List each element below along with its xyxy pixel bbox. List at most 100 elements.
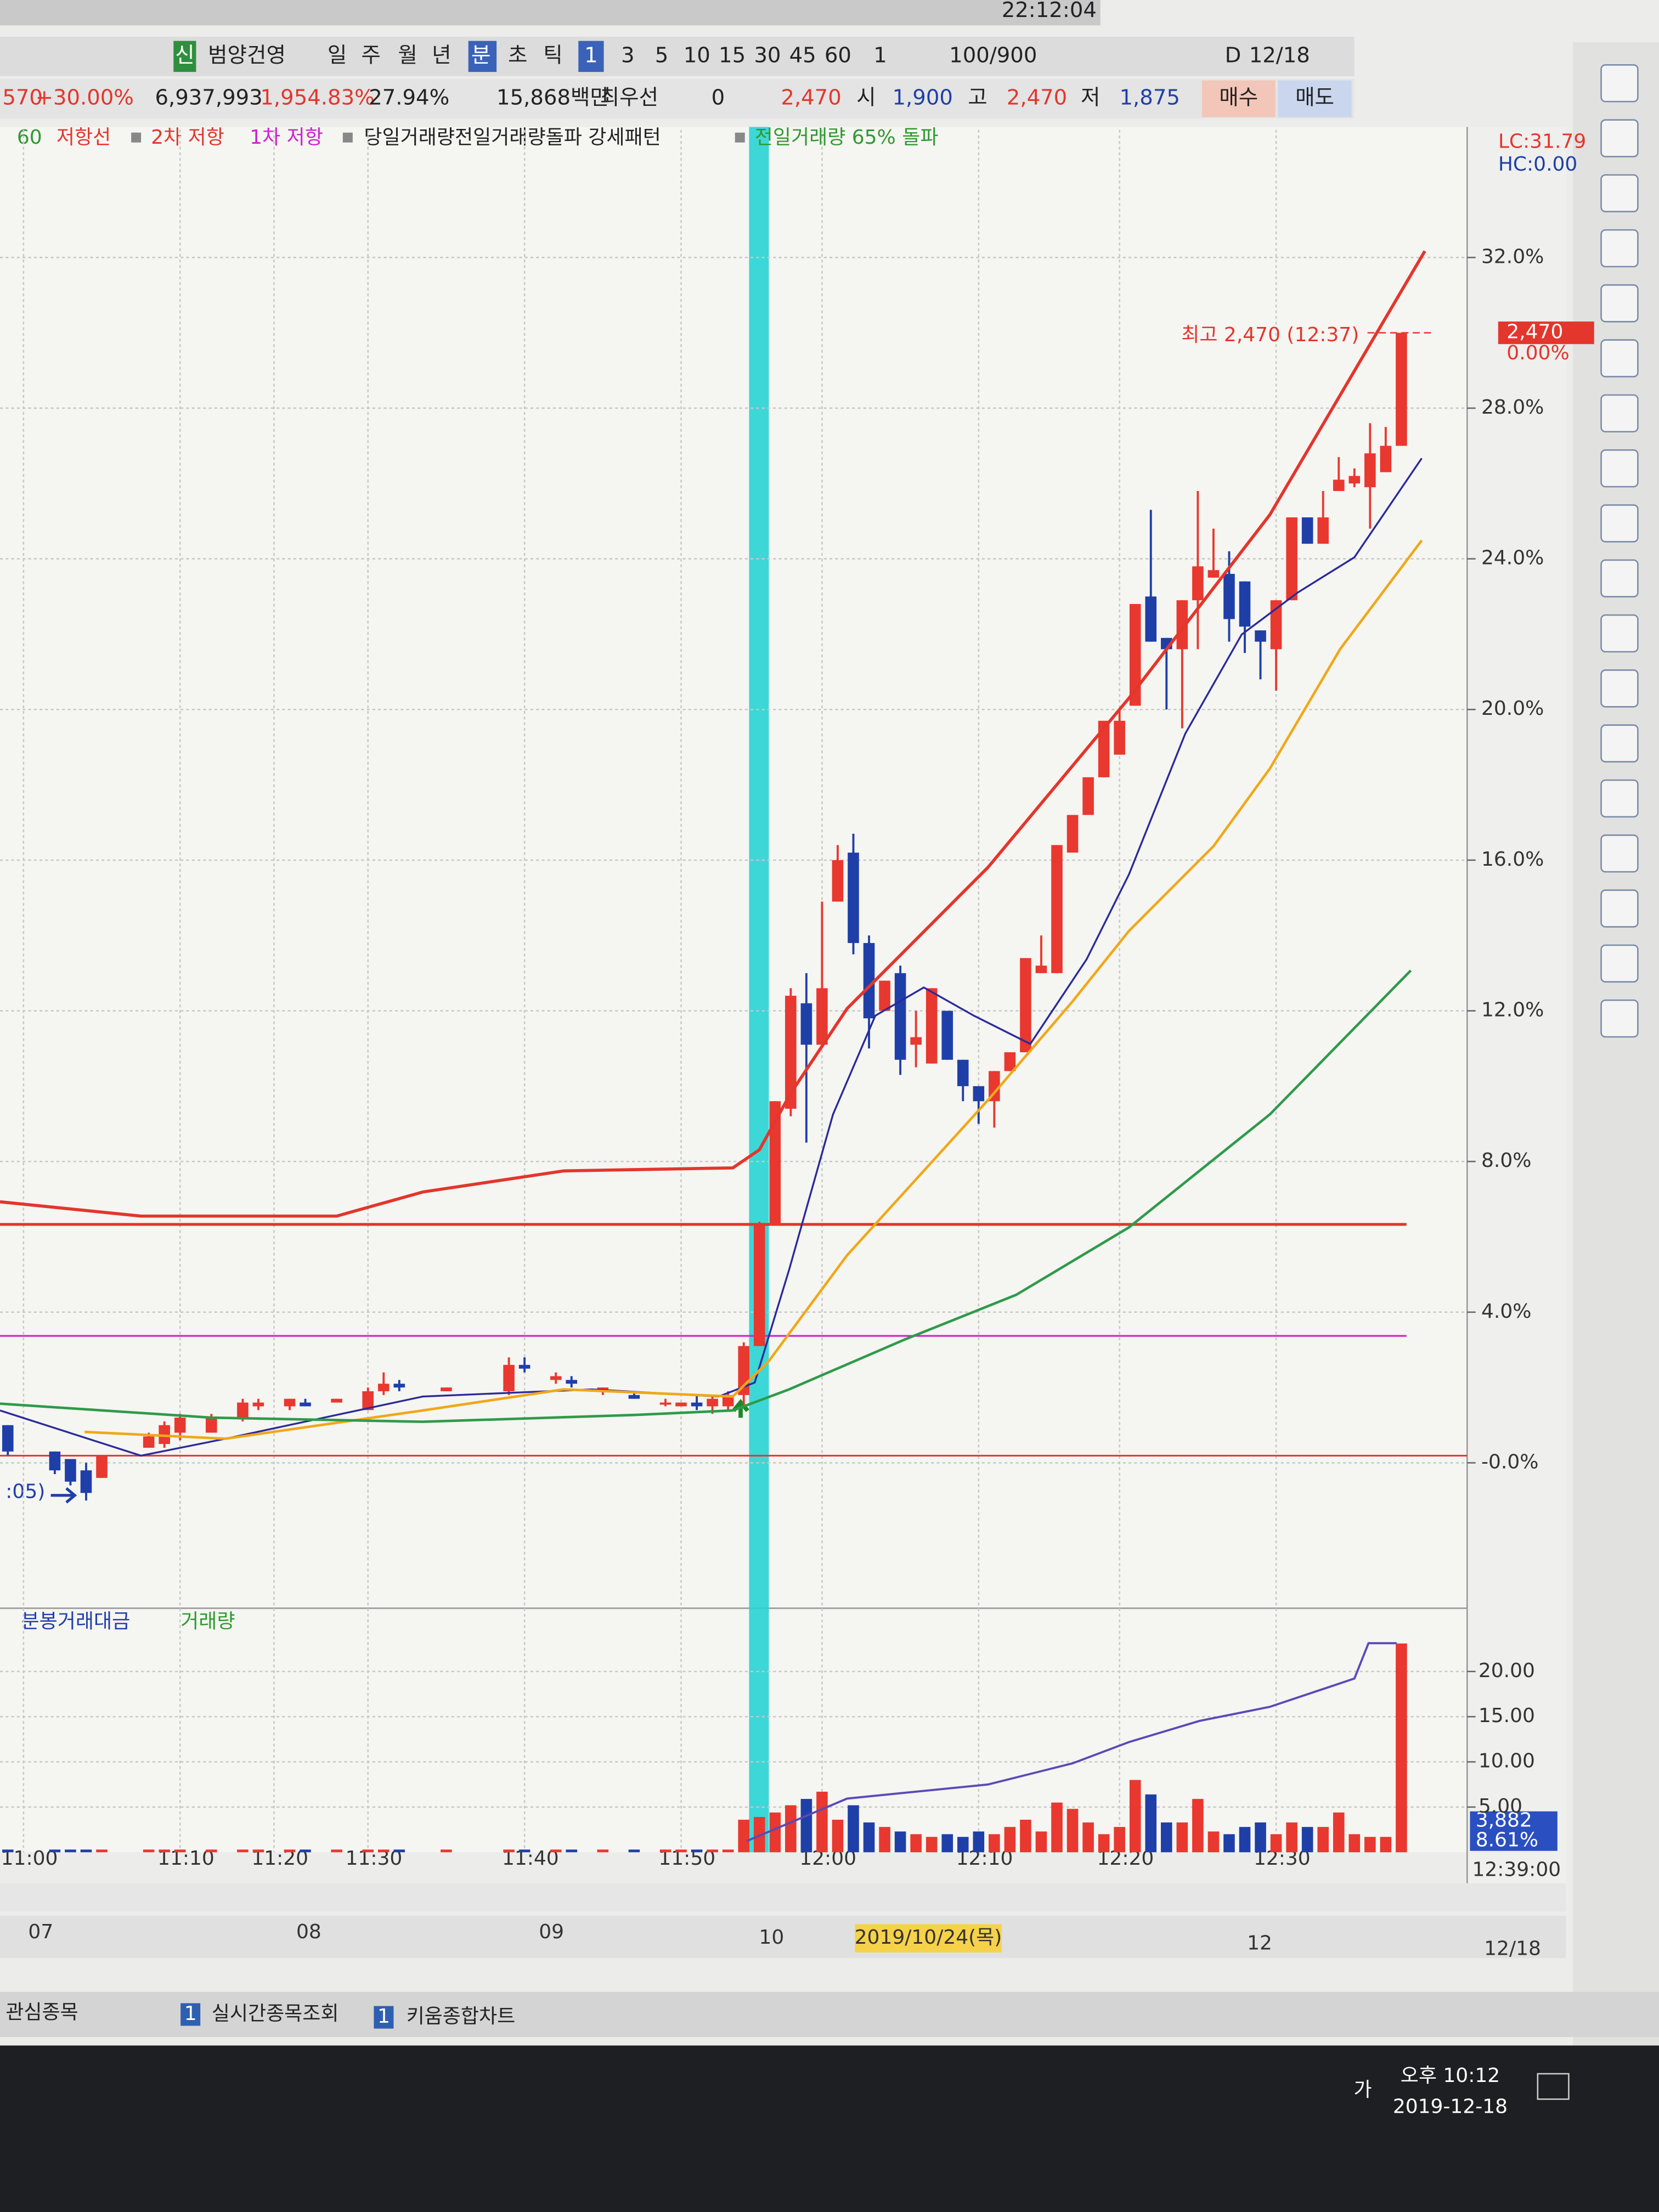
volume-bar [1380, 1837, 1392, 1853]
x-tick-label: 11:30 [346, 1847, 403, 1870]
candle-body [550, 1376, 562, 1380]
period-button[interactable]: 1 [584, 43, 598, 67]
volume-bar [707, 1849, 718, 1853]
volume-bar [1317, 1827, 1329, 1853]
volume-bar [252, 1849, 264, 1853]
tool-icon[interactable] [1600, 779, 1639, 818]
legend-square [131, 132, 142, 143]
date-field[interactable]: 12/18 [1249, 43, 1310, 67]
volume-bar [2, 1849, 14, 1853]
period-button[interactable]: 60 [825, 43, 851, 67]
candle-body [49, 1451, 61, 1471]
tool-icon[interactable] [1600, 394, 1639, 433]
volume-bar [1129, 1780, 1141, 1853]
count[interactable]: 1 [873, 43, 887, 67]
sell-button[interactable]: 매도 [1295, 86, 1334, 110]
volume-bar [659, 1849, 672, 1853]
tool-icon[interactable] [1600, 174, 1639, 213]
quote-field: 2,470 [1007, 86, 1067, 110]
tool-icon[interactable] [1600, 449, 1639, 488]
volume-bar [1223, 1834, 1235, 1853]
volume-bar [832, 1819, 844, 1853]
tab-label[interactable]: 실시간종목조회 [212, 2002, 339, 2025]
tab-label[interactable]: 관심종목 [5, 2001, 78, 2023]
badge-bg [173, 41, 196, 72]
tool-icon[interactable] [1600, 834, 1639, 873]
candle-body [1317, 517, 1329, 544]
buy-button[interactable]: 매수 [1219, 86, 1258, 110]
candle-body [957, 1059, 969, 1086]
period-button[interactable]: 주 [362, 43, 381, 67]
y-tick-label: 16.0% [1481, 848, 1544, 871]
candle-body [206, 1418, 217, 1433]
volume-bar [816, 1791, 828, 1853]
period-button[interactable]: 월 [398, 43, 417, 67]
range[interactable]: 100/900 [949, 43, 1037, 67]
d-toggle[interactable]: D [1225, 43, 1242, 67]
tool-icon[interactable] [1600, 339, 1639, 377]
notification-icon[interactable] [1537, 2073, 1570, 2100]
candle-body [1176, 600, 1188, 650]
volume-bar [1114, 1827, 1125, 1853]
volume-bar [503, 1849, 515, 1853]
candle-body [1020, 958, 1031, 1053]
y-tick-label: 20.0% [1481, 697, 1544, 720]
period-button[interactable]: 15 [719, 43, 746, 67]
tray-date: 2019-12-18 [1393, 2096, 1508, 2118]
candle-body [1270, 600, 1282, 650]
period-button[interactable]: 3 [621, 43, 635, 67]
candle-body [1192, 566, 1204, 601]
tool-icon[interactable] [1600, 284, 1639, 323]
tool-icon[interactable] [1600, 724, 1639, 763]
sell-bg [1278, 80, 1352, 117]
ime[interactable]: 가 [1353, 2079, 1372, 2101]
period-button[interactable]: 일 [328, 43, 347, 67]
volume-bar [941, 1834, 953, 1853]
scroll-bar [0, 1883, 1566, 1912]
tool-icon[interactable] [1600, 889, 1639, 928]
tool-icon[interactable] [1600, 229, 1639, 268]
volume-bar [237, 1849, 249, 1853]
volume-bar [894, 1831, 906, 1853]
quote-field: 570 [2, 86, 43, 110]
period-button[interactable]: 5 [655, 43, 669, 67]
tool-icon[interactable] [1600, 559, 1639, 598]
period-button[interactable]: 10 [684, 43, 710, 67]
candle-body [1348, 476, 1361, 484]
volume-bar [691, 1849, 703, 1853]
period-buttons: 일 주 월 년 분 초 틱 1 3 5 10 15 30 45 60 [328, 43, 851, 67]
period-button[interactable]: 초 [508, 43, 527, 67]
tool-icon[interactable] [1600, 944, 1639, 983]
legend-item: 1차 저항 [250, 126, 323, 149]
stock-name[interactable]: 범양건영 [208, 43, 286, 67]
period-button[interactable]: 45 [789, 43, 816, 67]
tool-icon[interactable] [1600, 119, 1639, 157]
period-button[interactable]: 틱 [543, 43, 562, 67]
overview-label: 12 [1247, 1932, 1272, 1954]
tool-icon[interactable] [1600, 999, 1639, 1038]
volume-legend: 거래량 [180, 1610, 235, 1633]
candle-body [331, 1398, 342, 1403]
tool-icon[interactable] [1600, 614, 1639, 653]
candle-body [1239, 581, 1251, 627]
tool-icon[interactable] [1600, 669, 1639, 708]
volume-bar [143, 1849, 155, 1853]
quote-field: 15,868백만 [496, 86, 610, 110]
candle-body [848, 853, 859, 943]
candle-body [894, 973, 906, 1060]
volume-bar [989, 1834, 1000, 1853]
period-button[interactable]: 년 [432, 43, 451, 67]
active-interval-bg [578, 41, 604, 72]
period-button[interactable]: 분 [471, 43, 490, 67]
candle-body [1004, 1052, 1016, 1071]
clock: 22:12:04 [1002, 0, 1097, 22]
badge: 신 [175, 43, 194, 67]
tab-label[interactable]: 키움종합차트 [407, 2005, 516, 2028]
period-button[interactable]: 30 [754, 43, 781, 67]
volume-bar [1270, 1834, 1282, 1853]
tool-icon[interactable] [1600, 64, 1639, 103]
tool-icon[interactable] [1600, 504, 1639, 543]
y-tick-label: 24.0% [1481, 547, 1544, 569]
overview-label: 10 [759, 1926, 784, 1949]
volume-bar [1301, 1827, 1313, 1853]
